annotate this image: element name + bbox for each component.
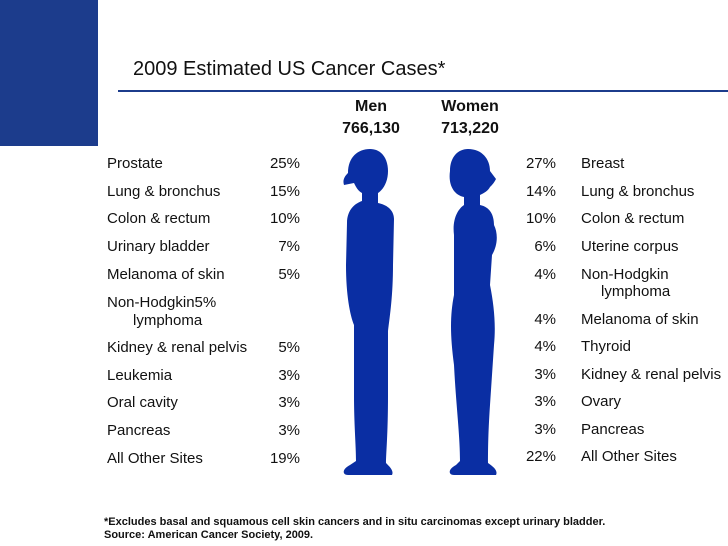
women-pct: 3% [534,366,556,383]
women-site-line2: lymphoma [581,283,670,301]
men-site-continuation: lymphoma [133,312,203,329]
women-pct: 3% [534,421,556,438]
men-pct: 3% [278,422,300,439]
men-pct: 10% [269,210,300,227]
men-site-line2: lymphoma [107,312,202,330]
slide-title: 2009 Estimated US Cancer Cases* [133,58,446,80]
male-silhouette [343,149,394,475]
footnote-exclusions: *Excludes basal and squamous cell skin c… [104,516,606,528]
women-pct: 27% [525,155,556,172]
women-site: Lung & bronchus [581,183,695,200]
men-header: Men 766,130 [326,96,416,140]
men-site: All Other Sites [107,450,203,467]
footnote: *Excludes basal and squamous cell skin c… [104,516,605,542]
women-pct: 10% [525,210,556,227]
women-site: Colon & rectum [581,210,685,227]
men-pct: 3% [278,367,300,384]
women-site: Non-Hodgkin [581,266,669,283]
women-header: Women 713,220 [425,96,515,140]
men-site: Colon & rectum [107,210,211,227]
female-silhouette [449,149,497,475]
men-pct: 7% [278,238,300,255]
title-divider [118,90,728,92]
men-site: Non-Hodgkin5% [107,294,217,311]
men-pct: 3% [278,394,300,411]
women-site: Kidney & renal pelvis [581,366,722,383]
women-site: Pancreas [581,421,645,438]
women-site: Breast [581,155,625,172]
men-site: Urinary bladder [107,238,210,255]
men-site: Leukemia [107,367,173,384]
footnote-source: Source: American Cancer Society, 2009. [104,529,314,541]
men-pct: 5% [278,339,300,356]
women-label: Women [441,98,499,115]
women-total: 713,220 [441,120,499,137]
men-site: Pancreas [107,422,171,439]
women-site-continuation: lymphoma [601,283,671,300]
women-site: All Other Sites [581,448,677,465]
men-pct: 15% [269,183,300,200]
women-pct: 22% [525,448,556,465]
women-pct: 14% [525,183,556,200]
men-pct: 25% [269,155,300,172]
men-pct: 5% [278,266,300,283]
women-pct: 6% [534,238,556,255]
men-pct: 19% [269,450,300,467]
women-pct: 4% [534,266,556,283]
accent-bar [0,0,98,146]
women-site: Melanoma of skin [581,311,699,328]
men-label: Men [355,98,387,115]
men-site: Melanoma of skin [107,266,225,283]
women-pct: 4% [534,311,556,328]
men-total: 766,130 [342,120,400,137]
women-pct: 3% [534,393,556,410]
men-site: Oral cavity [107,394,178,411]
women-site: Ovary [581,393,622,410]
men-site: Lung & bronchus [107,183,221,200]
women-pct: 4% [534,338,556,355]
women-site: Uterine corpus [581,238,679,255]
men-site: Prostate [107,155,163,172]
men-site: Kidney & renal pelvis [107,339,248,356]
women-site: Thyroid [581,338,632,355]
